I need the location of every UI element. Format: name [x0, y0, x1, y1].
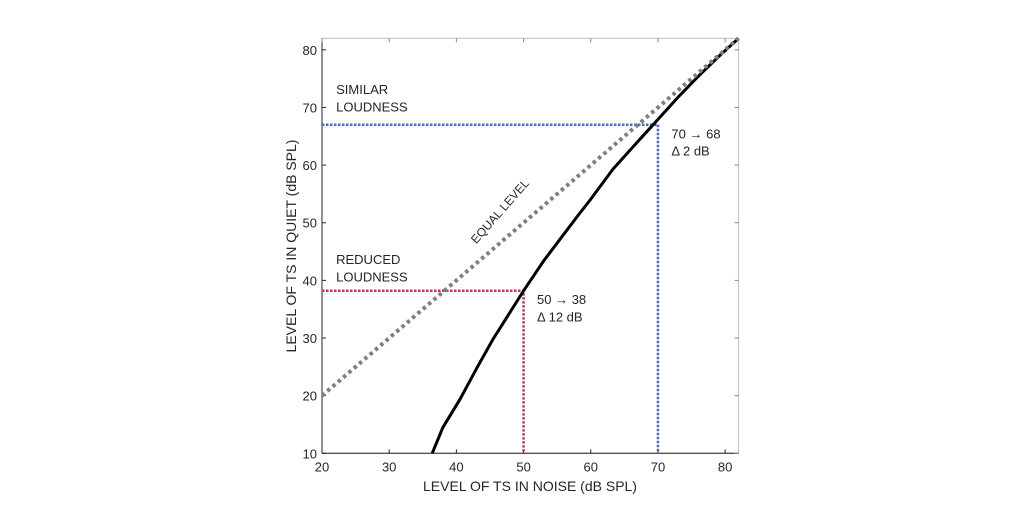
annotation-text: Δ 12 dB: [537, 309, 583, 324]
y-tick-label: 10: [303, 446, 317, 461]
y-tick-label: 60: [303, 158, 317, 173]
y-tick-label: 80: [303, 43, 317, 58]
x-axis-label: LEVEL OF TS IN NOISE (dB SPL): [423, 478, 637, 494]
annotation-text: SIMILAR: [336, 82, 388, 97]
x-tick-label: 60: [584, 459, 598, 474]
annotation-text: LOUDNESS: [336, 100, 408, 115]
annotation-text: REDUCED: [336, 252, 400, 267]
annotation-text: LOUDNESS: [336, 270, 408, 285]
series: [320, 36, 740, 454]
y-axis-label: LEVEL OF TS IN QUIET (dB SPL): [283, 140, 299, 353]
annotations: SIMILAR LOUDNESS REDUCED LOUDNESS 70 → 68Δ 2…: [336, 82, 720, 324]
annotation-text: 70 → 68: [671, 127, 720, 142]
level-curve: [430, 37, 740, 454]
y-tick-label: 20: [303, 389, 317, 404]
x-tick-label: 30: [382, 459, 396, 474]
y-tick-label: 50: [303, 216, 317, 231]
y-tick-label: 40: [303, 273, 317, 288]
annotation-text: Δ 2 dB: [671, 143, 709, 158]
x-tick-label: 50: [516, 459, 530, 474]
series-label-equal-level: EQUAL LEVEL: [468, 176, 532, 246]
annotation-text: 50 → 38: [537, 292, 586, 307]
x-tick-label: 70: [651, 459, 665, 474]
x-tick-label: 40: [449, 459, 463, 474]
y-tick-label: 30: [303, 331, 317, 346]
y-tick-label: 70: [303, 100, 317, 115]
x-tick-label: 80: [718, 459, 732, 474]
x-tick-label: 20: [315, 459, 329, 474]
equal-level-line: [320, 36, 740, 398]
